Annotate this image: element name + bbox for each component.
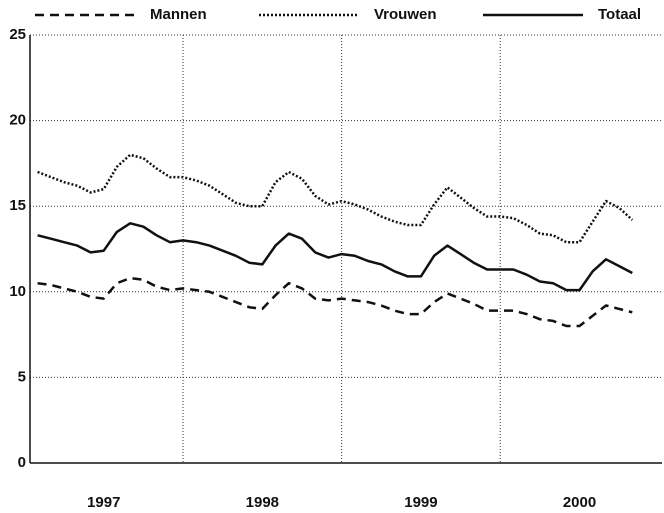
legend-label: Mannen — [150, 6, 207, 23]
x-tick-label: 1998 — [246, 494, 279, 511]
legend-label: Vrouwen — [374, 6, 437, 23]
series-line — [37, 153, 634, 244]
y-tick-label: 0 — [18, 454, 26, 471]
x-tick-label: 1999 — [404, 494, 437, 511]
y-tick-label: 10 — [9, 283, 26, 300]
legend-label: Totaal — [598, 6, 641, 23]
x-tick-label: 2000 — [563, 494, 596, 511]
y-tick-label: 5 — [18, 368, 26, 385]
y-tick-label: 25 — [9, 26, 26, 43]
y-tick-label: 20 — [9, 112, 26, 129]
y-tick-label: 15 — [9, 197, 26, 214]
x-tick-label: 1997 — [87, 494, 120, 511]
series-line — [37, 222, 633, 292]
series-line — [37, 276, 633, 328]
